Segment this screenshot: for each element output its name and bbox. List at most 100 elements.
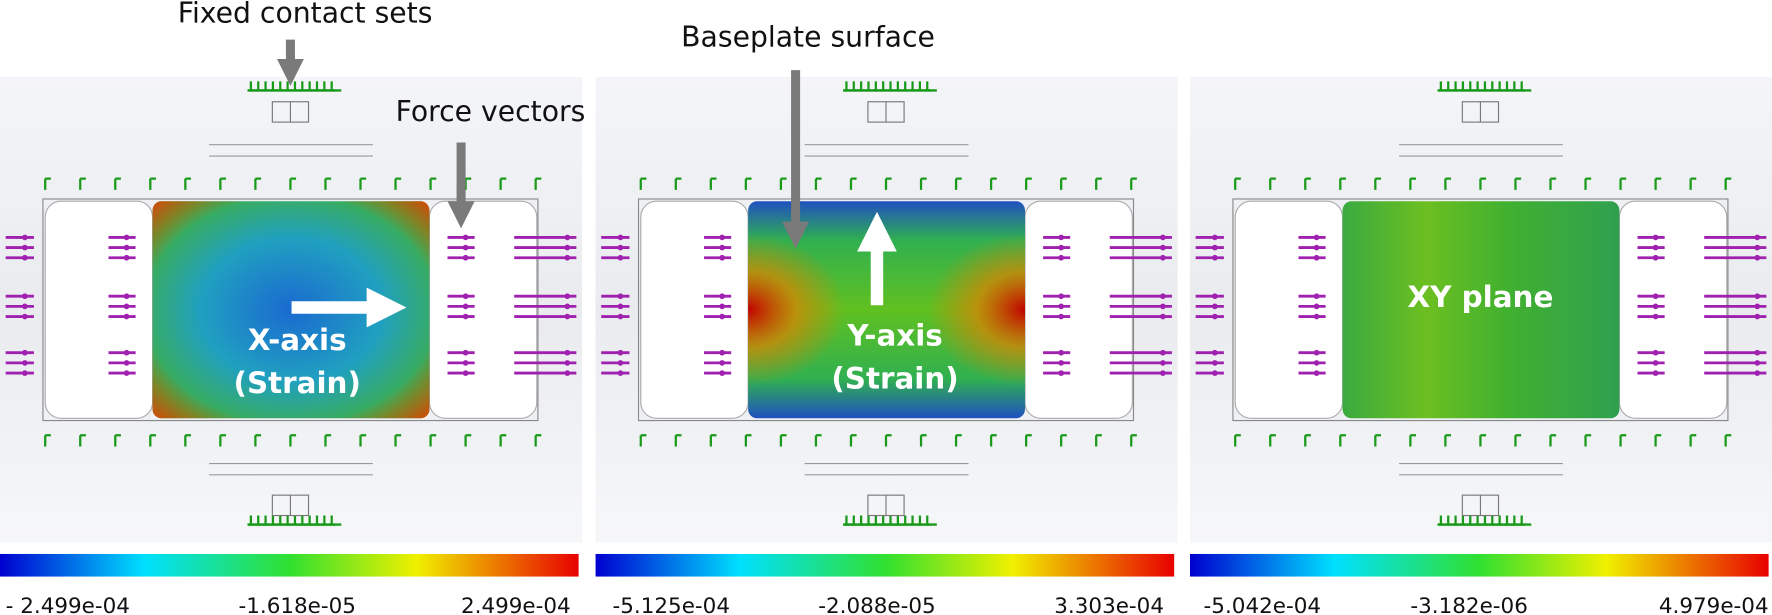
fixture: [779, 177, 787, 190]
force-vector: [617, 293, 624, 300]
plate: [1342, 201, 1620, 419]
fixture: [1234, 434, 1241, 447]
fixture: [394, 434, 402, 447]
force-vector: [1652, 360, 1659, 366]
colorbar-label: -1.618e-05: [238, 594, 355, 615]
side-box: [640, 200, 749, 419]
fixture: [1025, 177, 1032, 190]
force-vector: [617, 234, 624, 241]
panel-label: Y-axis: [846, 318, 942, 352]
force-vector: [1160, 254, 1166, 261]
colorbar-label: -5.042e-04: [1204, 594, 1321, 615]
force-vector: [462, 303, 469, 310]
fixture: [114, 434, 121, 447]
fixture: [709, 434, 717, 447]
fixture: [674, 177, 682, 190]
fixture: [1269, 434, 1276, 447]
fixture: [1304, 434, 1311, 447]
fixture: [114, 177, 121, 190]
force-vector: [1754, 293, 1761, 300]
plate: [748, 201, 1026, 419]
fixture: [1060, 177, 1067, 190]
force-vector: [1058, 234, 1064, 241]
force-vector: [1058, 349, 1064, 356]
force-vector: [564, 244, 571, 251]
force-vector: [123, 293, 130, 300]
force-vector: [1212, 370, 1218, 376]
force-vector: [719, 234, 725, 241]
annotations: Fixed contact sets Force vectors Basepla…: [178, 0, 935, 328]
plate: [152, 201, 430, 419]
force-vector: [1160, 293, 1166, 300]
force-vector: [617, 360, 624, 366]
force-vector: [719, 360, 725, 366]
force-vector: [22, 293, 28, 300]
fixture: [1130, 434, 1137, 447]
fixture: [1479, 434, 1487, 447]
fixture: [1339, 177, 1346, 190]
fixture: [1549, 177, 1557, 190]
fixture: [1479, 177, 1487, 190]
side-box: [1234, 200, 1344, 419]
fixture: [1374, 434, 1381, 447]
fixture: [499, 434, 507, 447]
force-vector: [1313, 234, 1320, 241]
fixture: [464, 434, 472, 447]
panels: X-axis (Strain) - 2.499e-04 -1.618e-05 2.499…: [0, 76, 1772, 615]
fixture: [1444, 434, 1452, 447]
force-vector: [617, 254, 624, 261]
force-vector: [1754, 349, 1761, 356]
force-vector: [462, 254, 469, 261]
colorbar-label: -5.125e-04: [613, 594, 730, 615]
fixture: [849, 434, 857, 447]
force-vector: [1058, 360, 1064, 366]
fixture: [1025, 434, 1032, 447]
fixture: [639, 434, 647, 447]
force-vector: [22, 254, 28, 261]
force-vector: [1652, 293, 1659, 300]
fixture: [1060, 434, 1067, 447]
force-vector: [22, 313, 28, 320]
fixture: [1339, 434, 1346, 447]
force-vector: [719, 293, 725, 300]
fixture: [1549, 434, 1557, 447]
fixture: [79, 434, 86, 447]
force-vector: [1313, 254, 1320, 261]
force-vector: [564, 254, 571, 261]
force-vector: [564, 234, 571, 241]
force-vector: [22, 303, 28, 310]
fixture: [219, 177, 227, 190]
fixture: [1095, 177, 1102, 190]
colorbar-label: -3.182e-06: [1410, 594, 1527, 615]
fixture: [744, 177, 752, 190]
force-vector: [22, 360, 28, 366]
fixture: [1619, 434, 1627, 447]
fixture: [1514, 177, 1522, 190]
fixture: [1654, 177, 1662, 190]
force-vector: [22, 349, 28, 356]
force-vector: [564, 360, 571, 366]
fixture: [779, 434, 787, 447]
fixture: [639, 177, 647, 190]
force-vector: [564, 370, 571, 376]
fixture: [1514, 434, 1522, 447]
fixture: [989, 177, 997, 190]
force-vector: [462, 313, 469, 320]
fixture: [149, 177, 156, 190]
colorbar-label: 2.499e-04: [461, 594, 571, 615]
force-vector: [719, 303, 725, 310]
fixture: [1654, 434, 1662, 447]
force-vector: [1652, 234, 1659, 241]
force-vector: [1212, 254, 1218, 261]
fixture: [289, 177, 297, 190]
force-vector: [719, 370, 725, 376]
fixture: [1304, 177, 1311, 190]
colorbar: [1189, 553, 1769, 577]
fixture: [44, 434, 51, 447]
force-vector: [462, 360, 469, 366]
fixture: [499, 177, 507, 190]
force-vector: [1313, 293, 1320, 300]
fixture: [534, 177, 542, 190]
force-vector: [617, 313, 624, 320]
force-vector: [1652, 303, 1659, 310]
